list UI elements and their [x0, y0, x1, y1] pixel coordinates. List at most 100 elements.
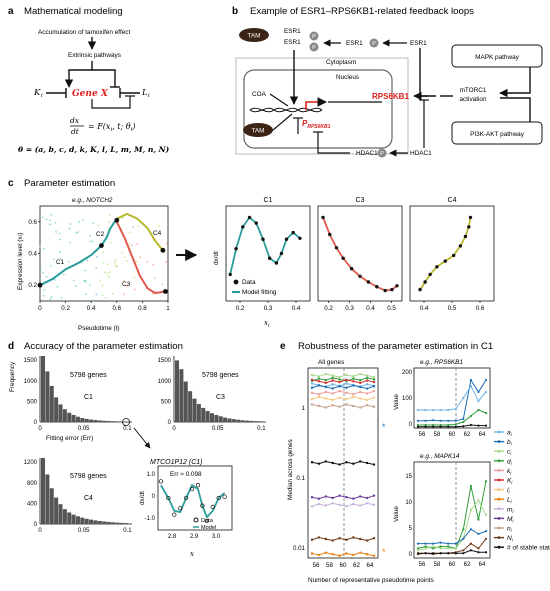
e-eg1: e.g., RPS6KB1: [420, 359, 463, 366]
scatter-dot: [111, 292, 114, 295]
e-value-point: [454, 552, 457, 555]
n-genes-label: 5798 genes: [202, 372, 239, 379]
e-series-point: [372, 554, 376, 557]
c-sub-data-point: [468, 215, 473, 220]
x-tick-label: 2.8: [168, 534, 177, 540]
scatter-dot: [84, 280, 87, 282]
scatter-dot: [84, 269, 86, 272]
legend-label: Ki: [507, 478, 513, 486]
c-sub-ylabel: dx/dt: [213, 251, 220, 265]
e-value-point: [469, 378, 472, 382]
y-tick-label: 1500: [158, 358, 172, 364]
e-value-point: [424, 425, 427, 428]
highlight-circle: [122, 418, 130, 426]
e-value-point: [447, 547, 450, 550]
d-inset-ylabel: dx/dt: [139, 491, 146, 505]
c-sub-data-point: [390, 287, 394, 292]
scatter-dot: [151, 292, 154, 295]
histogram-bar: [41, 458, 46, 524]
y-tick-label: 1.0: [147, 472, 156, 478]
histogram-bar: [45, 474, 50, 524]
y-tick-label: 1: [302, 405, 306, 412]
scatter-dot: [95, 267, 98, 270]
e-series-line: [311, 460, 375, 466]
d-inset-xlabel: x: [190, 550, 194, 558]
scatter-dot: [75, 232, 78, 234]
histogram-bar: [240, 420, 245, 422]
e-value-point: [454, 407, 457, 410]
l-right-label: L: [141, 88, 148, 98]
scatter-dot: [137, 225, 140, 228]
e-series-line: [311, 377, 375, 382]
c-sub-data-point: [279, 251, 284, 256]
scatter-dot: [123, 256, 126, 259]
e-series-point: [338, 375, 341, 379]
e-value-point: [432, 425, 435, 428]
e-series-point: [324, 385, 327, 389]
e-series-line: [311, 373, 375, 378]
histogram-bar: [93, 520, 98, 524]
d-inset-legend-data-icon: [193, 517, 199, 523]
e-v2-ylabel: Value: [393, 506, 400, 522]
histogram-bar: [97, 420, 102, 422]
e-series-point: [317, 404, 321, 408]
scatter-dot: [89, 234, 92, 237]
c-segment-c4: [116, 212, 164, 251]
panel-b-title: Example of ESR1–RPS6KB1-related feedback…: [250, 6, 474, 17]
e-value-point: [484, 530, 488, 533]
phospho-icon: [377, 148, 387, 158]
e-value-point: [477, 518, 480, 521]
scatter-dot: [104, 297, 107, 299]
e-v1-axes: [413, 367, 491, 429]
y-tick-label: 0.6: [28, 219, 37, 226]
e-value-point: [462, 552, 465, 555]
c-sub-x-tick: 0.6: [476, 305, 485, 312]
histogram-bar: [75, 516, 80, 524]
e-value-point: [424, 545, 427, 548]
e-value-point: [424, 419, 427, 422]
e-series-line: [311, 379, 375, 384]
e-series-point: [324, 460, 327, 463]
inset-data-point: [200, 503, 205, 508]
e-series-point: [365, 461, 369, 465]
x-tick-label: 58: [326, 562, 333, 569]
scatter-dot: [132, 225, 135, 228]
scatter-dot: [153, 277, 156, 279]
histogram-bar: [84, 418, 89, 422]
histogram-bar: [102, 420, 107, 422]
e-value-point: [424, 547, 427, 550]
e-series-line: [311, 396, 375, 401]
legend-label: ai: [507, 430, 513, 438]
e-value-point: [477, 424, 480, 427]
scatter-dot: [134, 288, 137, 291]
e-value-point: [424, 423, 427, 427]
scatter-dot: [42, 247, 45, 250]
legend-label: ci: [507, 449, 512, 457]
scatter-dot: [97, 224, 100, 226]
c-sub-data-point: [247, 215, 252, 220]
e-series-point: [372, 405, 376, 408]
d-inset-model: [160, 483, 226, 519]
legend-label: ki: [507, 468, 512, 476]
y-tick-label: 0: [152, 494, 156, 500]
histogram-bar: [84, 518, 89, 524]
c-sub-data-point: [291, 230, 295, 235]
e-series-point: [352, 380, 355, 383]
d-xlabel: Fitting error (Err): [46, 435, 93, 442]
y-tick-label: 1000: [158, 379, 172, 385]
scatter-dot: [54, 221, 57, 224]
hdac1-cyto: HDAC1: [356, 150, 378, 157]
e-series-point: [324, 381, 327, 385]
e-value-point: [477, 408, 480, 412]
esr1-mid: ESR1: [346, 40, 363, 47]
histogram-bar: [110, 421, 115, 422]
histogram-bar: [223, 417, 228, 422]
histogram-bar: [71, 414, 76, 422]
e-series-point: [331, 553, 334, 556]
x-tick-label: 56: [313, 562, 320, 569]
histogram-bar: [253, 421, 258, 422]
e-series-point: [365, 379, 369, 382]
e-series-point: [331, 383, 334, 386]
e-value-point: [416, 547, 420, 550]
